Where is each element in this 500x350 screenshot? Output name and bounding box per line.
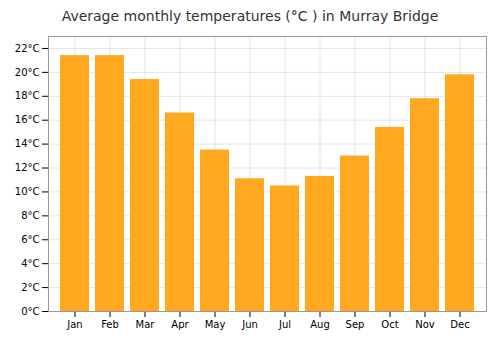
svg-text:20°C: 20°C: [15, 67, 40, 78]
svg-text:May: May: [205, 319, 226, 330]
svg-text:22°C: 22°C: [15, 43, 40, 54]
svg-text:Jul: Jul: [278, 319, 291, 330]
svg-text:0°C: 0°C: [21, 306, 39, 317]
svg-text:Oct: Oct: [381, 319, 398, 330]
svg-text:14°C: 14°C: [15, 138, 40, 149]
svg-text:2°C: 2°C: [21, 282, 39, 293]
svg-text:12°C: 12°C: [15, 162, 40, 173]
svg-text:Jun: Jun: [241, 319, 258, 330]
svg-text:Apr: Apr: [171, 319, 189, 330]
svg-text:Feb: Feb: [101, 319, 119, 330]
svg-text:Aug: Aug: [310, 319, 330, 330]
svg-text:8°C: 8°C: [21, 210, 39, 221]
svg-text:Dec: Dec: [450, 319, 469, 330]
svg-text:Sep: Sep: [346, 319, 365, 330]
html-text:Average monthly temperatures (: Average monthly temperatures (°C ) in Mu…: [61, 8, 439, 24]
svg-text:6°C: 6°C: [21, 234, 39, 245]
svg-text:16°C: 16°C: [15, 114, 40, 125]
svg-text:18°C: 18°C: [15, 90, 40, 101]
svg-text:10°C: 10°C: [15, 186, 40, 197]
svg-text:Jan: Jan: [66, 319, 82, 330]
svg-text:4°C: 4°C: [21, 258, 39, 269]
svg-text:Mar: Mar: [136, 319, 156, 330]
svg-text:Nov: Nov: [415, 319, 435, 330]
